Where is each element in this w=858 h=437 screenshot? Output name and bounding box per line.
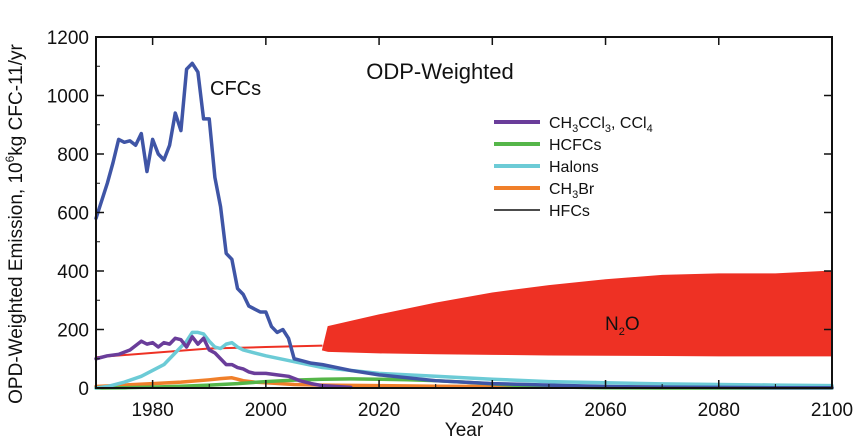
axes: 1980 2000 2020 2040 2060 2080 2100020040060080…	[47, 28, 853, 421]
legend-label-halons: Halons	[549, 159, 599, 176]
x-tick-label: 2080	[698, 400, 740, 421]
x-tick-label: 2020	[358, 400, 400, 421]
legend-label-ch3ccl3-ccl4: CH3CCl3, CCl4	[549, 115, 653, 135]
n2o-annotation-main: N	[605, 314, 619, 335]
series-line-ch3ccl3-ccl4	[94, 335, 353, 390]
cfcs-annotation: CFCs	[210, 78, 261, 100]
y-tick-label: 400	[57, 262, 89, 283]
n2o-annotation-end: O	[625, 314, 640, 335]
x-tick-label: 2000	[245, 400, 287, 421]
legend-label-ch3br: CH3Br	[549, 181, 595, 201]
y-axis-title: OPD-Weighted Emission, 106kg CFC-11/yr	[3, 43, 27, 403]
y-axis-title-rest: kg CFC-11/yr	[6, 43, 27, 155]
y-tick-label: 600	[57, 204, 89, 225]
plot-area	[94, 61, 834, 390]
x-axis-title: Year	[445, 420, 484, 437]
series-line-cfcs	[94, 61, 834, 390]
n2o-annotation: N2O	[605, 314, 640, 338]
legend: CH3CCl3, CCl4 HCFCs Halons CH3Br HFCs	[494, 115, 653, 220]
legend-label-hfcs: HFCs	[549, 203, 590, 220]
y-axis-title-sup: 6	[3, 155, 17, 162]
y-axis-title-main: OPD-Weighted Emission, 10	[6, 162, 27, 403]
n2o-annotation-sub: 2	[619, 326, 625, 338]
chart-title: ODP-Weighted	[366, 59, 514, 84]
y-tick-label: 1000	[47, 87, 89, 108]
x-tick-label: 2060	[584, 400, 626, 421]
n2o-projection-band	[321, 270, 833, 357]
legend-label-hcfcs: HCFCs	[549, 137, 601, 154]
y-tick-label: 0	[78, 379, 89, 400]
y-tick-label: 1200	[47, 28, 89, 49]
x-tick-label: 1980	[131, 400, 173, 421]
x-tick-label: 2040	[471, 400, 513, 421]
x-tick-label: 2100	[811, 400, 853, 421]
y-tick-label: 200	[57, 321, 89, 342]
series-line-halons	[94, 330, 834, 390]
y-tick-label: 800	[57, 145, 89, 166]
